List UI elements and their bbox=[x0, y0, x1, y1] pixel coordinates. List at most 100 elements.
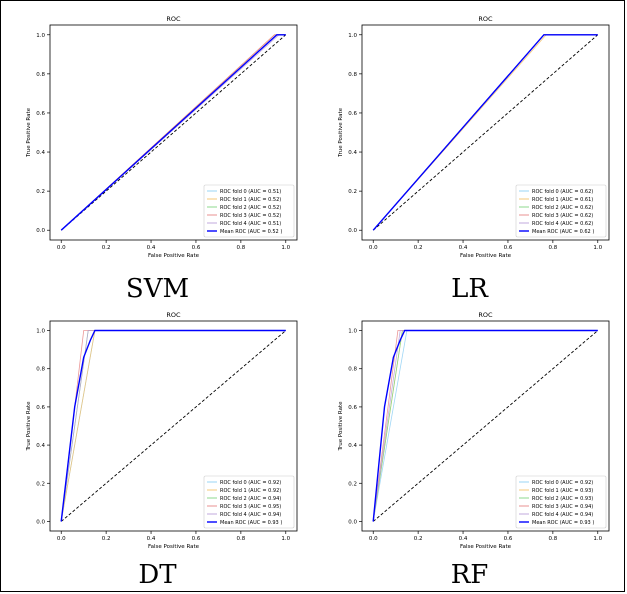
chart1-legend bbox=[515, 184, 607, 238]
chart2-ytick-label: 0.0 bbox=[36, 519, 45, 525]
chart0-ytick-label: 0.4 bbox=[36, 150, 45, 156]
chart1-xtick-label: 0.0 bbox=[369, 245, 378, 251]
chart1-title: ROC bbox=[478, 15, 493, 23]
chart1-xlabel: False Positive Rate bbox=[460, 253, 512, 259]
chart2-xlabel: False Positive Rate bbox=[148, 544, 200, 550]
chart3-ytick-label: 0.4 bbox=[348, 443, 357, 449]
chart3-xtick-label: 0.4 bbox=[459, 536, 468, 542]
chart3-legend-entry: ROC fold 3 (AUC = 0.94) bbox=[532, 504, 593, 510]
chart1-legend-entry: ROC fold 2 (AUC = 0.62) bbox=[532, 205, 593, 211]
chart0-mean-roc-line bbox=[60, 34, 286, 231]
chart3-ytick-label: 0.8 bbox=[348, 367, 357, 373]
chart1-legend-entry: ROC fold 1 (AUC = 0.61) bbox=[532, 197, 593, 203]
chart3-xtick-label: 0.8 bbox=[548, 536, 557, 542]
chart0-legend-entry: ROC fold 4 (AUC = 0.51) bbox=[220, 221, 281, 227]
chart3-legend-entry: Mean ROC (AUC = 0.93 ) bbox=[532, 520, 594, 526]
rf-roc-panel: ROC 0.0 0.2 0.4 0.6 0.8 1.0 0.0 0.2 0.4 0.6 0.8 1.0 F… bbox=[327, 311, 612, 591]
chart1-ylabel: True Positive Rate bbox=[338, 107, 344, 158]
rf-roc-chart: ROC 0.0 0.2 0.4 0.6 0.8 1.0 0.0 0.2 0.4 0.6 0.8 1.0 F… bbox=[338, 311, 610, 550]
chart3-legend-entry: ROC fold 4 (AUC = 0.94) bbox=[532, 512, 593, 518]
chart2-legend-entry: ROC fold 0 (AUC = 0.92) bbox=[220, 480, 281, 486]
chart0-ytick-label: 0.8 bbox=[36, 72, 45, 78]
chart2-ytick-label: 0.2 bbox=[36, 481, 45, 487]
chart0-ytick-label: 0.6 bbox=[36, 111, 45, 117]
chart2-ytick-label: 1.0 bbox=[36, 329, 45, 335]
chart3-legend bbox=[515, 475, 607, 529]
chart2-ytick-label: 0.6 bbox=[36, 405, 45, 411]
chart0-xlabel: False Positive Rate bbox=[148, 253, 200, 259]
chart2-xtick-label: 0.8 bbox=[236, 536, 245, 542]
chart3-ylabel: True Positive Rate bbox=[338, 401, 344, 452]
chart3-title: ROC bbox=[478, 311, 493, 319]
chart3-xlabel: False Positive Rate bbox=[460, 544, 512, 550]
chart2-xtick-label: 0.4 bbox=[147, 536, 156, 542]
chart3-xtick-label: 1.0 bbox=[593, 536, 602, 542]
chart1-ytick-label: 1.0 bbox=[348, 33, 357, 39]
chart3-mean-roc-line bbox=[372, 329, 598, 522]
chart2-xtick-label: 0.2 bbox=[102, 536, 111, 542]
chart3-legend-entry: ROC fold 1 (AUC = 0.93) bbox=[532, 488, 593, 494]
chart0-xtick-label: 0.6 bbox=[192, 245, 201, 251]
chart1-ytick-label: 0.2 bbox=[348, 189, 357, 195]
chart1-ytick-label: 0.8 bbox=[348, 72, 357, 78]
svm-caption: SVM bbox=[125, 274, 190, 304]
chart2-xtick-label: 0.6 bbox=[192, 536, 201, 542]
chart0-ylabel: True Positive Rate bbox=[26, 107, 32, 158]
chart0-xtick-label: 0.2 bbox=[102, 245, 111, 251]
svm-roc-panel: ROC 0.0 0.2 0.4 0.6 0.8 1.0 0.0 0.2 0.4 0.6 0.8 1.0 F… bbox=[15, 15, 300, 305]
chart0-ytick-label: 0.0 bbox=[36, 228, 45, 234]
chart3-xtick-label: 0.2 bbox=[414, 536, 423, 542]
chart0-legend-entry: Mean ROC (AUC = 0.52 ) bbox=[220, 229, 282, 235]
chart0-ytick-label: 0.2 bbox=[36, 189, 45, 195]
chart2-xtick-label: 0.0 bbox=[57, 536, 66, 542]
chart1-xtick-label: 1.0 bbox=[593, 245, 602, 251]
chart2-legend-entry: Mean ROC (AUC = 0.93 ) bbox=[220, 520, 282, 526]
chart0-ytick-label: 1.0 bbox=[36, 33, 45, 39]
chart1-xtick-label: 0.6 bbox=[504, 245, 513, 251]
chart2-title: ROC bbox=[166, 311, 181, 319]
chart0-xtick-label: 0.0 bbox=[57, 245, 66, 251]
rf-caption: RF bbox=[450, 560, 489, 590]
lr-caption: LR bbox=[451, 274, 488, 304]
chart1-legend-entry: ROC fold 0 (AUC = 0.62) bbox=[532, 189, 593, 195]
chart0-xtick-label: 1.0 bbox=[281, 245, 290, 251]
chart0-legend-entry: ROC fold 0 (AUC = 0.51) bbox=[220, 189, 281, 195]
chart1-ytick-label: 0.4 bbox=[348, 150, 357, 156]
chart0-legend bbox=[203, 184, 295, 238]
chart3-legend-entry: ROC fold 2 (AUC = 0.93) bbox=[532, 496, 593, 502]
chart0-legend-entry: ROC fold 3 (AUC = 0.52) bbox=[220, 213, 281, 219]
chart3-ytick-label: 0.0 bbox=[348, 519, 357, 525]
dt-caption: DT bbox=[138, 560, 177, 590]
dt-roc-panel: ROC 0.0 0.2 0.4 0.6 0.8 1.0 0.0 0.2 0.4 0.6 0.8 1.0 F… bbox=[15, 311, 300, 591]
chart1-mean-roc-line bbox=[372, 34, 598, 231]
chart1-xtick-label: 0.2 bbox=[414, 245, 423, 251]
chart2-legend-entry: ROC fold 3 (AUC = 0.95) bbox=[220, 504, 281, 510]
chart2-legend bbox=[203, 475, 295, 529]
chart2-chance-line bbox=[60, 330, 287, 522]
chart3-ytick-label: 0.6 bbox=[348, 405, 357, 411]
lr-roc-chart: ROC 0.0 0.2 0.4 0.6 0.8 1.0 0.0 0.2 0.4 0.6 0.8 1.0 F… bbox=[338, 15, 610, 259]
chart2-ylabel: True Positive Rate bbox=[26, 401, 32, 452]
chart0-xtick-label: 0.4 bbox=[147, 245, 156, 251]
chart0-xtick-label: 0.8 bbox=[236, 245, 245, 251]
chart2-ytick-label: 0.8 bbox=[36, 367, 45, 373]
chart0-title: ROC bbox=[166, 15, 181, 23]
svm-roc-chart: ROC 0.0 0.2 0.4 0.6 0.8 1.0 0.0 0.2 0.4 0.6 0.8 1.0 F… bbox=[26, 15, 298, 259]
chart2-ytick-label: 0.4 bbox=[36, 443, 45, 449]
chart2-legend-entry: ROC fold 1 (AUC = 0.92) bbox=[220, 488, 281, 494]
lr-roc-panel: ROC 0.0 0.2 0.4 0.6 0.8 1.0 0.0 0.2 0.4 0.6 0.8 1.0 F… bbox=[327, 15, 612, 305]
chart0-legend-entry: ROC fold 2 (AUC = 0.52) bbox=[220, 205, 281, 211]
chart0-legend-entry: ROC fold 1 (AUC = 0.52) bbox=[220, 197, 281, 203]
chart1-legend-entry: ROC fold 4 (AUC = 0.62) bbox=[532, 221, 593, 227]
dt-roc-chart: ROC 0.0 0.2 0.4 0.6 0.8 1.0 0.0 0.2 0.4 0.6 0.8 1.0 F… bbox=[26, 311, 298, 550]
chart1-ytick-label: 0.0 bbox=[348, 228, 357, 234]
chart1-legend-entry: ROC fold 3 (AUC = 0.62) bbox=[532, 213, 593, 219]
chart2-legend-entry: ROC fold 4 (AUC = 0.94) bbox=[220, 512, 281, 518]
chart2-xtick-label: 1.0 bbox=[281, 536, 290, 542]
chart1-legend-entry: Mean ROC (AUC = 0.62 ) bbox=[532, 229, 594, 235]
chart2-mean-roc-line bbox=[60, 329, 286, 522]
chart3-chance-line bbox=[372, 330, 599, 522]
chart2-legend-entry: ROC fold 2 (AUC = 0.94) bbox=[220, 496, 281, 502]
chart3-legend-entry: ROC fold 0 (AUC = 0.92) bbox=[532, 480, 593, 486]
